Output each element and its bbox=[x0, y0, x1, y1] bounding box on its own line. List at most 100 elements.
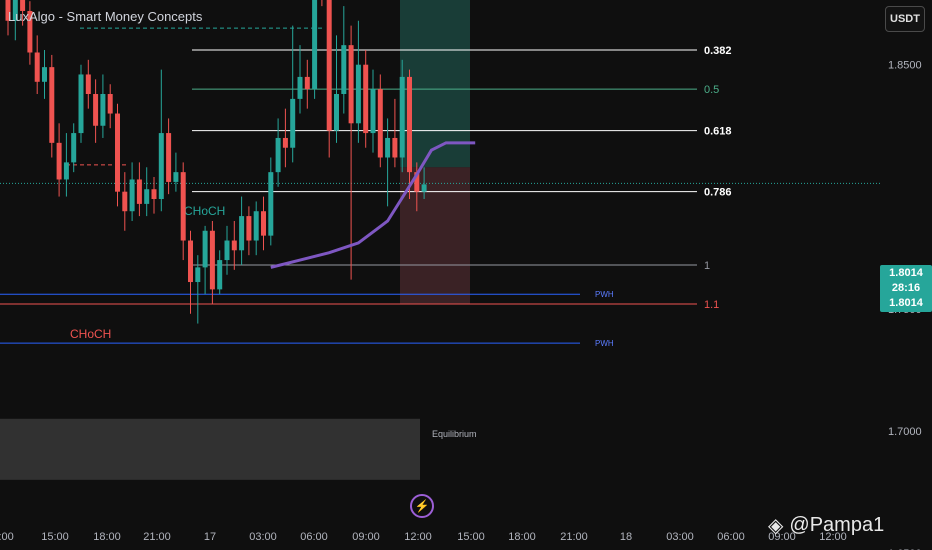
candle-body bbox=[93, 94, 99, 126]
x-tick-label: 15:00 bbox=[457, 531, 485, 543]
candle-body bbox=[129, 179, 135, 212]
x-tick-label: 21:00 bbox=[560, 531, 588, 543]
candle-body bbox=[195, 267, 201, 283]
candle-body bbox=[392, 137, 398, 158]
candle-body bbox=[20, 0, 26, 11]
candle-body bbox=[224, 240, 230, 261]
candle-body bbox=[100, 94, 106, 126]
x-tick-label: 12:00 bbox=[819, 531, 847, 543]
candle-body bbox=[297, 76, 303, 99]
fib-label: 0.382 bbox=[704, 45, 732, 57]
x-tick-label: 03:00 bbox=[249, 531, 277, 543]
candle-body bbox=[275, 137, 281, 173]
x-tick-label: 03:00 bbox=[666, 531, 694, 543]
current-price-value-repeat: 1.8014 bbox=[889, 297, 923, 309]
candle-body bbox=[27, 10, 33, 53]
candle-body bbox=[312, 0, 318, 90]
candle-body bbox=[158, 133, 164, 200]
candle-body bbox=[268, 172, 274, 236]
current-price-tag: 1.8014 28:16 1.8014 bbox=[880, 265, 932, 312]
candle-body bbox=[341, 45, 347, 95]
binance-logo-icon: ◈ bbox=[768, 515, 784, 537]
candle-body bbox=[370, 89, 376, 134]
candle-body bbox=[282, 137, 288, 148]
candle-body bbox=[56, 142, 62, 180]
candle-body bbox=[188, 240, 193, 283]
x-tick-label: 18 bbox=[620, 531, 632, 543]
candle-body bbox=[209, 230, 215, 290]
candle-body bbox=[399, 76, 405, 158]
watermark: ◈ @Pampa1 bbox=[768, 513, 884, 538]
candle-body bbox=[12, 0, 18, 21]
candle-body bbox=[180, 172, 186, 241]
candle-body bbox=[253, 211, 259, 241]
y-tick-label: 1.7000 bbox=[888, 426, 922, 438]
candle-body bbox=[144, 189, 150, 204]
candle-body bbox=[355, 64, 361, 124]
candle-body bbox=[115, 113, 120, 192]
candle-body bbox=[107, 94, 113, 114]
watermark-text: @Pampa1 bbox=[789, 514, 885, 536]
x-tick-label: 09:00 bbox=[352, 531, 380, 543]
candle-body bbox=[71, 133, 77, 163]
vwap-line bbox=[270, 141, 476, 269]
candle-body bbox=[202, 230, 208, 268]
candle-body bbox=[34, 52, 40, 82]
candle-body bbox=[348, 45, 354, 124]
candle-body bbox=[85, 74, 91, 95]
candle-body bbox=[122, 191, 128, 212]
candle-body bbox=[231, 240, 237, 251]
candle-body bbox=[326, 0, 332, 131]
candle-body bbox=[334, 94, 339, 131]
flash-icon[interactable]: ⚡ bbox=[410, 494, 434, 518]
y-tick-label: 1.8500 bbox=[888, 60, 922, 72]
candle-body bbox=[385, 137, 391, 158]
stop-zone bbox=[400, 167, 470, 305]
bar-countdown: 28:16 bbox=[891, 282, 921, 294]
level-label: PWH bbox=[595, 339, 614, 348]
x-tick-label: 12:00 bbox=[404, 531, 432, 543]
candle-body bbox=[217, 260, 223, 290]
candle-body bbox=[151, 189, 157, 200]
candle-body bbox=[246, 216, 252, 241]
x-tick-label: 12:00 bbox=[0, 531, 14, 543]
level-label: PWH bbox=[595, 290, 614, 299]
candle-body bbox=[363, 64, 369, 134]
fib-label: 0.786 bbox=[704, 187, 732, 199]
candle-body bbox=[42, 67, 47, 82]
fib-label: 0.618 bbox=[704, 126, 732, 138]
x-tick-label: 06:00 bbox=[717, 531, 745, 543]
candle-body bbox=[239, 216, 245, 251]
currency-badge[interactable]: USDT bbox=[885, 6, 925, 32]
candle-body bbox=[421, 184, 427, 192]
candle-body bbox=[166, 133, 172, 182]
indicator-title: LuxAlgo - Smart Money Concepts bbox=[8, 9, 203, 24]
candle-body bbox=[304, 76, 310, 90]
candle-body bbox=[78, 74, 84, 134]
x-tick-label: 15:00 bbox=[41, 531, 69, 543]
equilibrium-label: Equilibrium bbox=[432, 429, 477, 439]
candle-body bbox=[173, 172, 179, 182]
fib-label: 1 bbox=[704, 260, 710, 272]
candle-body bbox=[290, 98, 296, 148]
equilibrium-zone bbox=[0, 418, 420, 480]
fib-label: 1.1 bbox=[704, 299, 719, 311]
x-tick-label: 17 bbox=[204, 531, 216, 543]
choch-label: CHoCH bbox=[184, 204, 225, 218]
current-price-value: 1.8014 bbox=[889, 267, 923, 279]
x-tick-label: 21:00 bbox=[143, 531, 171, 543]
candle-body bbox=[5, 0, 11, 21]
candle-body bbox=[377, 89, 383, 158]
y-tick-label: 1.6500 bbox=[888, 548, 922, 550]
candle-body bbox=[63, 162, 69, 180]
fib-label: 0.5 bbox=[704, 84, 719, 96]
candle-body bbox=[136, 179, 142, 204]
x-tick-label: 09:00 bbox=[768, 531, 796, 543]
choch-label: CHoCH bbox=[70, 327, 111, 341]
candle-body bbox=[49, 67, 55, 143]
x-tick-label: 06:00 bbox=[300, 531, 328, 543]
candle-body bbox=[414, 172, 420, 192]
x-tick-label: 18:00 bbox=[508, 531, 536, 543]
candle-body bbox=[261, 211, 266, 236]
